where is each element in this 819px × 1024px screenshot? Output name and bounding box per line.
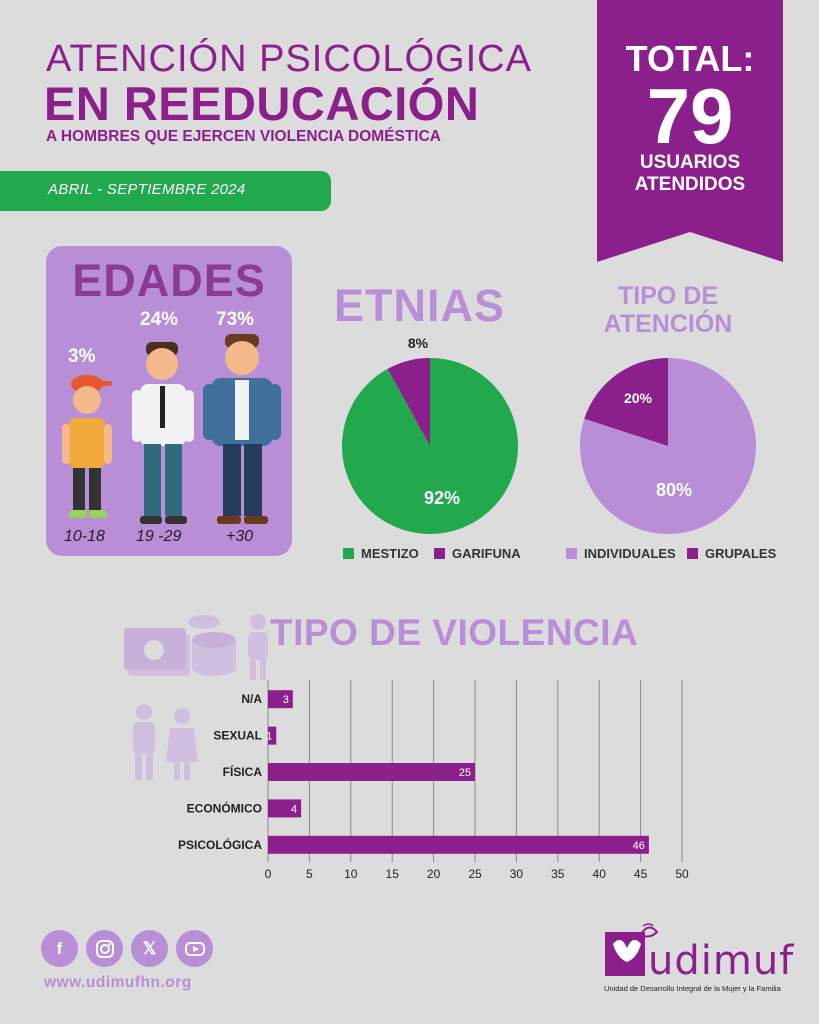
facebook-icon[interactable]: f: [41, 930, 78, 967]
x-tick-label: 10: [344, 867, 358, 881]
atencion-title-line1: TIPO DE: [617, 282, 718, 310]
etnias-title: ETNIAS: [334, 280, 506, 331]
bar-value-label: 4: [291, 803, 297, 815]
bar-value-label: 25: [459, 767, 471, 779]
age-pct-10-18: 3%: [68, 346, 96, 367]
x-tick-label: 50: [675, 867, 689, 881]
x-tick-label: 30: [510, 867, 524, 881]
garifuna-legend-label: GARIFUNA: [452, 546, 521, 561]
category-label: ECONÓMICO: [187, 800, 262, 815]
category-label: FÍSICA: [223, 764, 263, 779]
pie-label-garifuna: 8%: [408, 335, 429, 351]
money-icon: [124, 614, 268, 680]
atencion-legend-grupales: GRUPALES: [687, 546, 776, 561]
x-icon[interactable]: 𝕏: [131, 930, 168, 967]
total-label: TOTAL:: [625, 38, 755, 79]
edades-title: EDADES: [72, 255, 266, 306]
etnias-legend-garifuna: GARIFUNA: [434, 546, 521, 561]
period-text: ABRIL - SEPTIEMBRE 2024: [48, 181, 246, 198]
pie-label-individuales: 80%: [656, 480, 692, 500]
garifuna-swatch: [434, 548, 445, 559]
period-bar: [0, 171, 331, 211]
total-banner: [597, 0, 783, 262]
website-link[interactable]: www.udimufhn.org: [44, 974, 192, 991]
title-line2: EN REEDUCACIÓN: [44, 77, 480, 130]
social-icons: f 𝕏: [41, 930, 213, 967]
age-label-30: +30: [226, 528, 254, 545]
adult-man-figure-icon: [203, 334, 281, 524]
bar-sexual: [268, 726, 277, 745]
atencion-pie-chart: 80% 20%: [580, 358, 756, 534]
etnias-pie-chart: 92% 8%: [342, 335, 518, 534]
total-sub-line2: ATENDIDOS: [634, 174, 746, 195]
bar-value-label: 46: [633, 840, 645, 852]
violencia-title: TIPO DE VIOLENCIA: [270, 612, 639, 653]
category-label: PSICOLÓGICA: [178, 837, 262, 852]
etnias-legend-mestizo: MESTIZO: [343, 546, 419, 561]
x-tick-label: 35: [551, 867, 565, 881]
x-tick-label: 0: [265, 867, 272, 881]
youtube-icon[interactable]: [176, 930, 213, 967]
total-subtitle: USUARIOS ATENDIDOS: [597, 152, 783, 196]
x-tick-label: 40: [593, 867, 607, 881]
bar-física: [268, 763, 475, 781]
pie-slice-grupales: [584, 358, 668, 446]
subtitle: A HOMBRES QUE EJERCEN VIOLENCIA DOMÉSTIC…: [46, 128, 442, 145]
x-tick-label: 25: [468, 867, 482, 881]
category-label: SEXUAL: [213, 729, 262, 743]
grupales-legend-label: GRUPALES: [705, 546, 777, 561]
atencion-title: TIPO DE ATENCIÓN: [573, 282, 763, 338]
boy-figure-icon: [62, 375, 112, 518]
pie-label-mestizo: 92%: [424, 488, 460, 508]
bar-value-label: 3: [283, 694, 289, 706]
total-value: 79: [646, 72, 734, 160]
bar-n/a: [268, 690, 293, 709]
logo-text: udimuf: [648, 938, 795, 984]
bar-value-label: 1: [266, 731, 272, 743]
couple-icon: [133, 704, 198, 780]
udimuf-logo-icon: [605, 923, 659, 976]
individuales-legend-label: INDIVIDUALES: [584, 546, 676, 561]
mestizo-legend-label: MESTIZO: [361, 546, 419, 561]
bar-económico: [268, 799, 302, 818]
age-label-10-18: 10-18: [64, 528, 105, 545]
category-label: N/A: [241, 692, 262, 706]
instagram-icon[interactable]: [86, 930, 123, 967]
x-tick-label: 20: [427, 867, 441, 881]
atencion-title-line2: ATENCIÓN: [603, 310, 733, 338]
x-tick-label: 45: [634, 867, 648, 881]
age-label-19-29: 19 -29: [136, 528, 182, 545]
age-pct-30: 73%: [216, 309, 255, 330]
atencion-legend-individuales: INDIVIDUALES: [566, 546, 676, 561]
violencia-bar-chart: 0 5 10 15 20 25 30 35 40 45 50 N/A 3 SEXUAL 1 FÍSICA 25 E…: [178, 680, 689, 881]
logo-caption: Unidad de Desarrollo Integral de la Muje…: [604, 984, 781, 993]
total-sub-line1: USUARIOS: [639, 152, 741, 173]
pie-slice-garifuna: [387, 358, 430, 446]
age-pct-19-29: 24%: [140, 309, 179, 330]
bar-psicológica: [268, 835, 649, 854]
x-tick-label: 5: [306, 867, 313, 881]
x-tick-label: 15: [386, 867, 400, 881]
mestizo-swatch: [343, 548, 354, 559]
title-line1: ATENCIÓN PSICOLÓGICA: [46, 38, 532, 80]
young-man-figure-icon: [132, 342, 194, 524]
individuales-swatch: [566, 548, 577, 559]
pie-label-grupales: 20%: [624, 390, 653, 406]
grupales-swatch: [687, 548, 698, 559]
